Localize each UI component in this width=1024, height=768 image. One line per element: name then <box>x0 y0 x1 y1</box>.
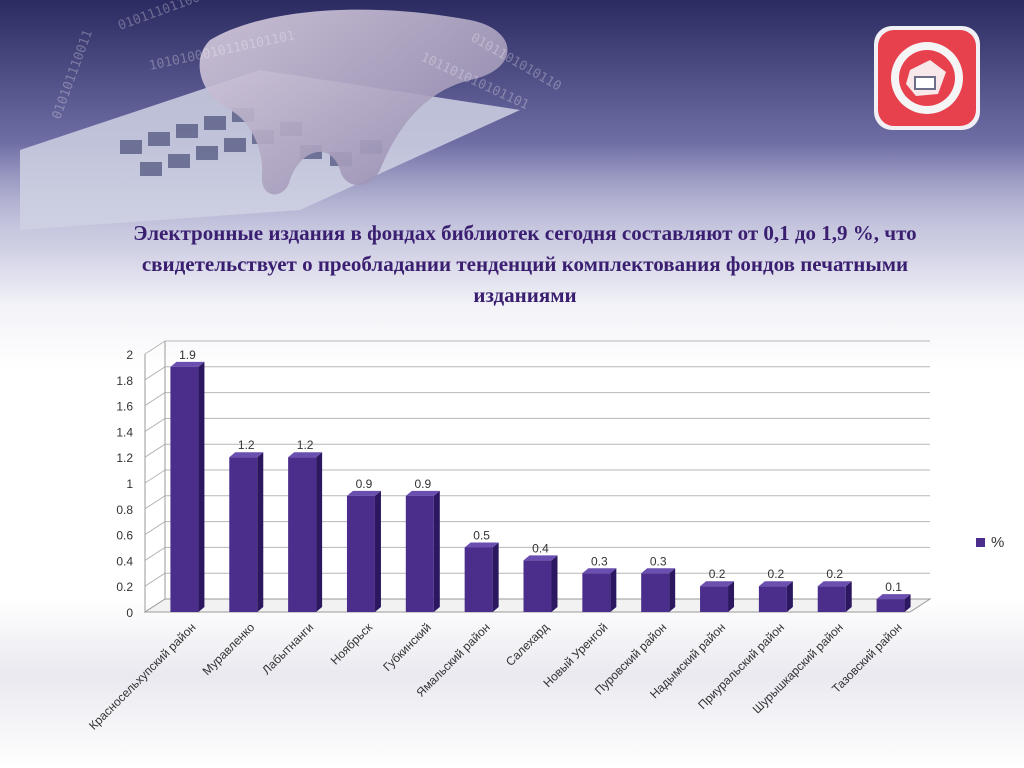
keyboard-hand-photo: 01011101100110101 1010100010110101101 10… <box>0 0 1024 240</box>
bar-front <box>523 560 552 612</box>
gridline-depth <box>144 546 166 561</box>
bar-top <box>817 581 852 587</box>
data-label: 0.5 <box>473 529 490 543</box>
gridline-depth <box>144 443 166 458</box>
data-label: 0.2 <box>826 567 843 581</box>
bar-front <box>758 586 787 612</box>
bar-top <box>229 452 264 458</box>
legend-label: % <box>991 534 1005 551</box>
y-tick-label: 1.2 <box>116 451 133 465</box>
y-tick-label: 0.2 <box>116 580 133 594</box>
bar-front <box>641 573 670 612</box>
bar-side <box>669 568 676 612</box>
bar-front <box>582 573 611 612</box>
x-tick-label: Красносельхупский район <box>86 620 198 732</box>
data-label: 1.9 <box>179 348 196 362</box>
y-tick-label: 0 <box>126 606 133 620</box>
bar-top <box>346 490 381 496</box>
bar-front <box>288 457 317 612</box>
y-tick-label: 1 <box>126 477 133 491</box>
bar-front <box>464 547 493 612</box>
bar-chart: 0 0.2 0.4 0.6 0.8 1 1.2 1.4 1.6 1.8 2 1.9 Красносель… <box>86 340 932 733</box>
bar-front <box>700 586 729 612</box>
gridline-depth <box>144 521 166 536</box>
data-label: 0.2 <box>768 567 785 581</box>
bar-front <box>346 495 375 612</box>
bar-top <box>523 555 558 561</box>
library-network-logo <box>872 24 982 132</box>
bar-side <box>492 542 499 612</box>
x-tick-label: Губкинский <box>380 620 434 674</box>
y-tick-label: 1.6 <box>116 400 133 414</box>
x-tick-label: Ноябрьск <box>328 620 376 668</box>
gridline-depth <box>144 417 166 432</box>
data-label: 1.2 <box>297 438 314 452</box>
chart-legend: % <box>976 534 1004 551</box>
gridline-depth <box>144 495 166 510</box>
data-label: 0.9 <box>356 477 373 491</box>
bar-side <box>433 490 440 612</box>
bar-front <box>405 495 434 612</box>
y-tick-label: 0.8 <box>116 503 133 517</box>
bar-top <box>582 568 617 574</box>
bar-side <box>198 361 205 612</box>
bar-top <box>876 594 911 600</box>
y-tick-label: 0.4 <box>116 554 133 568</box>
bar-top <box>700 581 735 587</box>
data-label: 0.3 <box>591 554 608 568</box>
bar-top <box>288 452 323 458</box>
header-photo-banner: 01011101100110101 1010100010110101101 10… <box>0 0 1024 240</box>
bar-side <box>845 581 852 612</box>
bar-side <box>374 490 381 612</box>
gridline-depth <box>144 366 166 381</box>
bar-side <box>728 581 735 612</box>
y-tick-label: 1.8 <box>116 374 133 388</box>
bar-top <box>405 490 440 496</box>
bar-side <box>257 452 264 612</box>
x-tick-label: Салехард <box>503 620 552 669</box>
y-tick-label: 2 <box>126 348 133 362</box>
data-label: 0.4 <box>532 541 549 555</box>
bar-top <box>464 542 499 548</box>
slide-title: Электронные издания в фондах библиотек с… <box>133 221 917 307</box>
data-label: 0.9 <box>414 477 431 491</box>
bar-side <box>610 568 617 612</box>
bar-top <box>641 568 676 574</box>
gridline-depth <box>144 340 166 355</box>
data-label: 1.2 <box>238 438 255 452</box>
bar-top <box>758 581 793 587</box>
gridline-depth <box>144 392 166 407</box>
x-tick-label: Муравленко <box>200 620 258 678</box>
bar-side <box>551 555 558 612</box>
gridline-depth <box>144 572 166 587</box>
gridline-depth <box>144 469 166 484</box>
data-label: 0.2 <box>709 567 726 581</box>
bar-side <box>904 594 911 612</box>
bar-front <box>817 586 846 612</box>
data-label: 0.1 <box>885 580 902 594</box>
y-tick-label: 0.6 <box>116 529 133 543</box>
data-label: 0.3 <box>650 554 667 568</box>
y-tick-label: 1.4 <box>116 425 133 439</box>
bar-front <box>170 366 199 612</box>
legend-swatch <box>976 538 985 547</box>
x-tick-label: Лабытнанги <box>259 620 316 677</box>
bar-front <box>229 457 258 612</box>
bar-top <box>170 361 205 367</box>
bar-side <box>316 452 323 612</box>
bar-side <box>786 581 793 612</box>
bar-front <box>876 599 905 612</box>
